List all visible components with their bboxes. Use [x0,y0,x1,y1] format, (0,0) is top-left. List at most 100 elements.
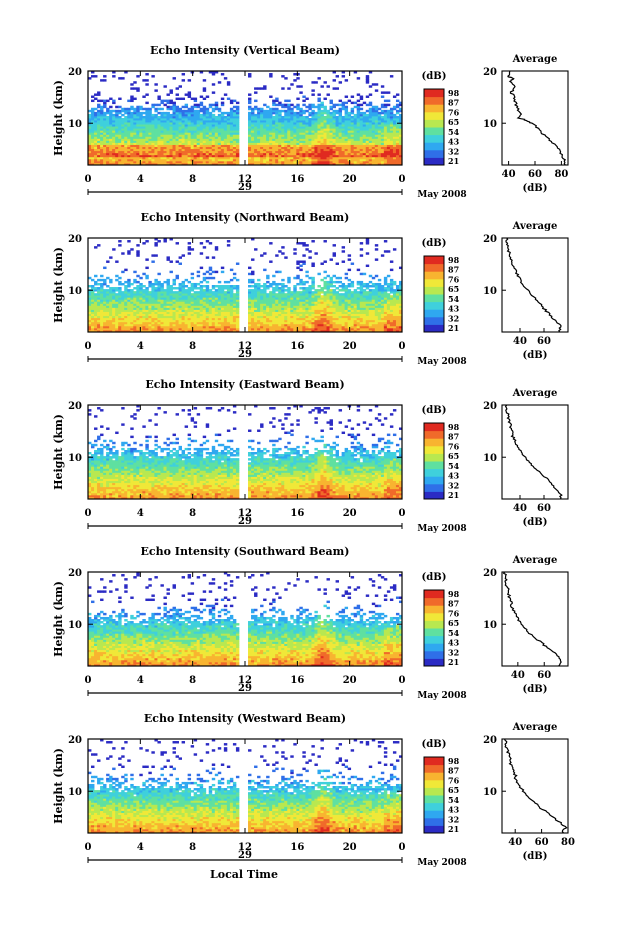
heatmap-cell [260,142,264,145]
heatmap-cell [293,148,297,152]
heatmap-cell [380,130,385,133]
heatmap-cell [317,130,321,133]
heatmap-cell [341,140,346,143]
heatmap-cell [398,134,403,137]
heatmap-cell [344,154,349,158]
heatmap-cell [202,113,207,117]
heatmap-cell [365,120,370,123]
heatmap-cell [100,134,104,137]
heatmap-cell [148,107,152,111]
heatmap-cell [383,115,388,119]
heatmap-cell [326,126,330,129]
heatmap-cell [94,282,98,286]
heatmap-cell [196,124,201,127]
heatmap-cell [181,126,186,129]
heatmap-cell [323,124,327,127]
heatmap-cell [380,140,385,143]
heatmap-cell [91,146,95,150]
heatmap-cell [151,132,155,135]
heatmap-cell [142,107,146,111]
heatmap-cell [121,317,125,321]
heatmap-cell [208,115,213,119]
heatmap-cell [338,113,343,117]
heatmap-cell [106,329,110,333]
heatmap-cell [386,140,391,143]
heatmap-cell [118,128,122,131]
heatmap-cell [151,146,155,150]
heatmap-cell [308,250,312,253]
heatmap-cell [112,295,116,298]
heatmap-cell [97,120,101,123]
heatmap-cell [232,156,237,160]
heatmap-cell [100,136,104,139]
heatmap-cell [178,124,182,127]
heatmap-cell [103,136,107,139]
heatmap-cell [142,272,146,276]
heatmap-cell [130,156,134,160]
heatmap-cell [232,144,237,148]
heatmap-cell [323,146,327,150]
heatmap-cell [368,126,373,129]
heatmap-cell [251,126,255,129]
heatmap-cell [260,148,264,152]
heatmap-cell [112,291,116,294]
heatmap-cell [392,158,397,162]
heatmap-cell [383,140,388,143]
heatmap-cell [341,148,346,152]
heatmap-cell [347,132,352,135]
heatmap-cell [199,115,204,119]
heatmap-cell [220,285,225,288]
heatmap-cell [365,95,370,98]
heatmap-cell [124,305,128,308]
heatmap-cell [257,150,261,154]
heatmap-cell [392,162,397,166]
heatmap-cell [211,120,216,123]
heatmap-cell [275,128,279,131]
heatmap-cell [232,128,237,131]
heatmap-cell [248,289,252,292]
heatmap-cell [130,150,134,154]
heatmap-cell [181,140,186,143]
heatmap-cell [320,103,324,107]
heatmap-cell [362,113,367,117]
heatmap-cell [124,154,128,158]
heatmap-cell [115,309,119,312]
heatmap-cell [184,118,189,121]
heatmap-cell [332,152,336,156]
average-frame [501,70,569,166]
heatmap-cell [383,118,388,121]
heatmap-cell [184,120,189,123]
heatmap-cell [181,111,186,115]
heatmap-cell [118,97,122,101]
heatmap-cell [130,97,134,101]
heatmap-cell [263,268,267,272]
heatmap-cell [344,128,349,131]
heatmap-cell [272,126,276,129]
heatmap-cell [317,156,321,160]
heatmap-cell [139,154,143,158]
heatmap-cell [97,321,101,325]
heatmap-cell [130,162,134,166]
heatmap-cell [196,158,201,162]
heatmap-cell [389,140,394,143]
heatmap-cell [142,134,146,137]
heatmap-cell [392,95,397,98]
heatmap-cell [112,113,116,117]
heatmap-cell [136,158,140,162]
heatmap-cell [314,113,318,117]
heatmap-cell [389,113,394,117]
heatmap-cell [109,128,113,131]
heatmap-cell [208,276,213,280]
heatmap-cell [100,299,104,302]
heatmap-cell [97,299,101,302]
heatmap-cell [371,111,376,115]
heatmap-cell [172,140,176,143]
heatmap-cell [175,154,179,158]
heatmap-cell [356,128,361,131]
heatmap-cell [293,142,297,145]
heatmap-cell [308,156,312,160]
heatmap-cell [299,260,303,263]
heatmap-cell [302,162,306,166]
heatmap-cell [232,146,237,150]
heatmap-cell [263,130,267,133]
